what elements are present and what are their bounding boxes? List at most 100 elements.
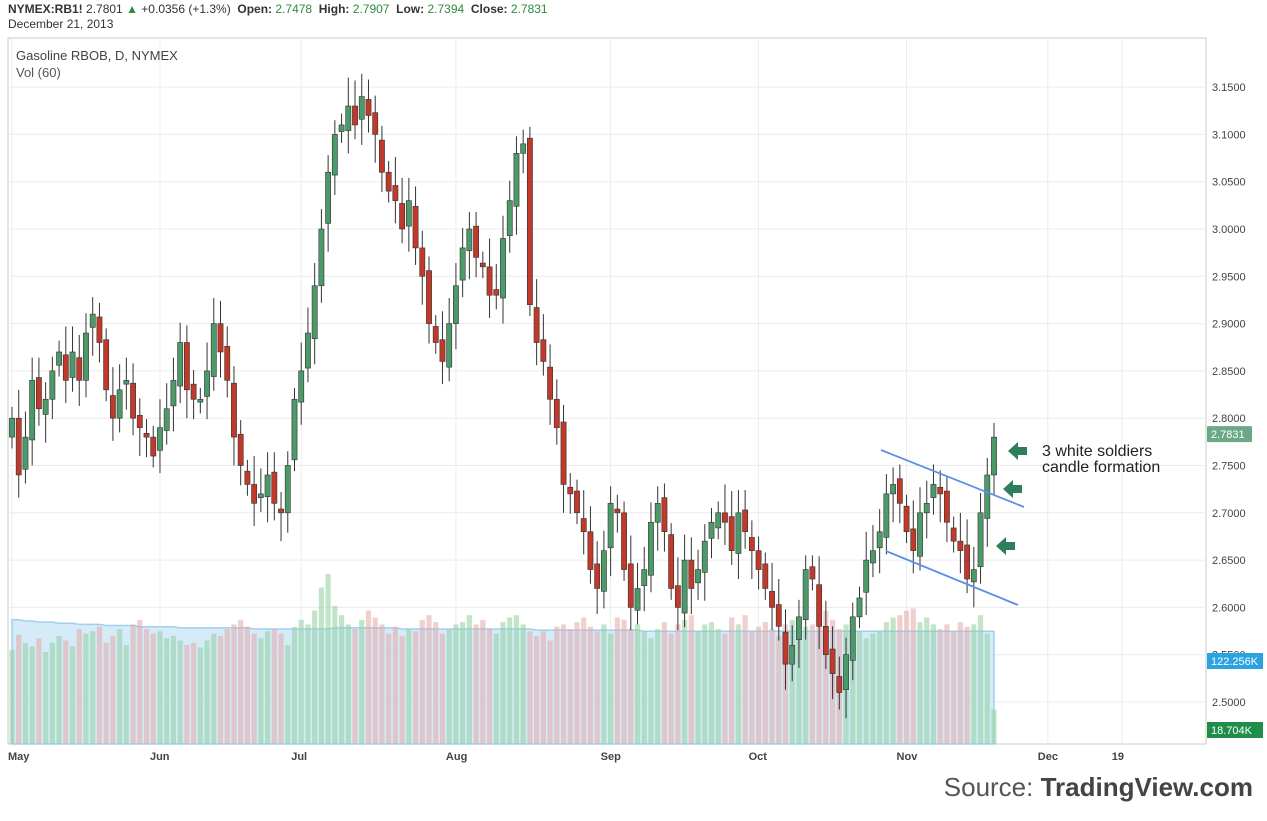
volume-bar [412,631,419,744]
candle-body [506,200,513,236]
candle-body [358,96,365,120]
volume-bar [271,629,277,744]
volume-bar [702,624,708,744]
x-tick-label: Jun [150,751,170,763]
volume-bar [204,640,210,744]
x-tick-label: Aug [446,751,467,763]
volume-bar [560,624,567,744]
volume-bar [298,619,304,744]
candle-body [970,569,977,583]
volume-bar [69,646,76,744]
candle-body [197,398,204,403]
candle-body [890,484,897,495]
candle-body [896,478,903,504]
volume-bar [984,633,990,744]
candle-body [237,433,244,466]
candle-body [668,534,675,589]
volume-bar [507,617,513,744]
volume-bar [648,638,654,744]
volume-bar [823,610,829,744]
volume-bar [735,624,742,744]
volume-bar [345,624,351,744]
volume-bar [170,635,177,744]
candle-body [412,205,419,249]
volume-bar [453,624,459,744]
candle-body [876,531,883,549]
candle-body [190,383,197,400]
volume-bar [574,622,580,744]
tradingview-logo: TradingView.com [1040,772,1253,802]
volume-bar [937,629,943,744]
volume-bar [9,649,15,744]
candle-body [856,597,863,618]
volume-bar [971,624,977,744]
volume-bar [870,633,876,744]
volume-bar [76,629,82,744]
candle-body [540,339,547,362]
candle-body [392,185,399,201]
volume-bar [238,619,244,744]
upper-trend-line [880,449,1025,508]
x-tick-label: Dec [1038,751,1058,763]
candle-body [405,200,412,227]
x-tick-label: Sep [601,751,621,763]
candle-body [379,139,385,173]
volume-bar [372,617,378,744]
volume-bar [809,624,815,744]
candle-body [453,285,459,324]
candle-body [822,626,829,656]
candle-body [661,497,668,533]
volume-bar [977,615,984,744]
volume-bar [426,615,432,744]
price-axis[interactable]: 3.1500 3.1000 3.0500 3.0000 2.9500 2.9000 2.85… [1207,82,1263,738]
volume-bar [903,610,910,744]
candle-body [76,357,83,381]
y-tick-label: 3.1500 [1212,82,1246,94]
candle-body [964,544,970,580]
volume-tag-bg [1207,722,1263,738]
candle-body [136,415,143,428]
candle-body [950,527,957,542]
candle-body [742,509,749,533]
volume-bar [406,629,412,744]
volume-bar [547,640,553,744]
candle-body [69,351,76,378]
y-tick-label: 3.0000 [1212,224,1246,236]
volume-bar [661,622,668,744]
volume-bars [9,573,997,744]
y-tick-label: 2.8500 [1212,366,1246,378]
y-tick-label: 2.9500 [1212,271,1246,283]
volume-bar [729,617,735,744]
candle-body [56,351,62,366]
candle-body [123,380,130,385]
volume-bar [789,619,795,744]
candle-body [352,105,358,126]
candle-body [291,398,298,461]
volume-bar [486,629,493,744]
volume-bar [332,606,338,744]
candle-body [621,512,627,570]
volume-bar [493,633,499,744]
volume-bar [513,615,520,744]
time-axis[interactable]: May Jun Jul Aug Sep Oct Nov Dec 19 [8,751,1124,763]
last-price: 2.7801 [86,2,123,16]
volume-bar [56,635,62,744]
candle-body [688,559,695,589]
high-value: 2.7907 [352,2,390,16]
volume-bar [581,617,587,744]
volume-bar [285,645,291,744]
volume-bar [614,617,620,744]
candle-body [372,112,379,135]
x-tick-label: 19 [1112,751,1124,763]
volume-bar [96,626,103,744]
candle-body [426,270,432,324]
volume-bar [762,622,768,744]
candles [9,73,997,719]
volume-bar [16,634,22,744]
annotation-line-1: 3 white soldiers [1042,443,1152,460]
candle-body [843,654,849,691]
volume-bar [587,626,594,744]
volume-bar [103,642,109,744]
